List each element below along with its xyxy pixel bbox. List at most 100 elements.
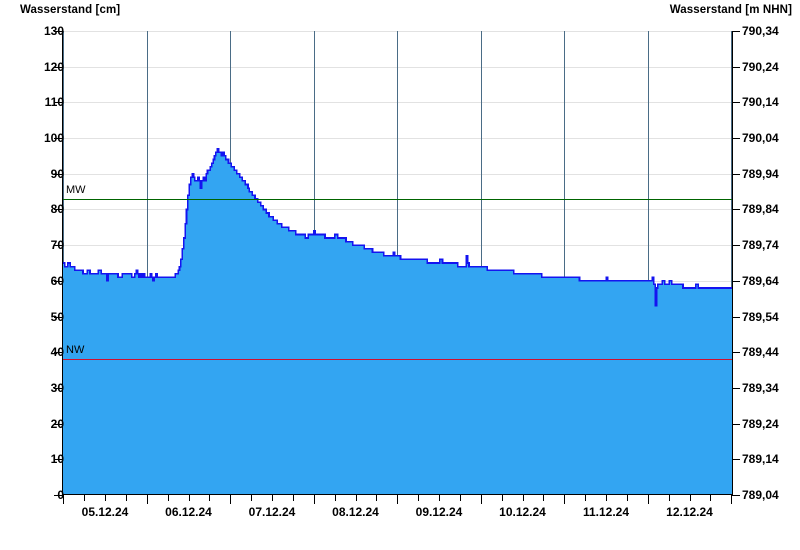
- right-tick-label: 789,54: [742, 309, 779, 324]
- right-tick-label: 790,24: [742, 59, 779, 74]
- x-minor-tick: [543, 495, 545, 501]
- left-tick-label: 60: [50, 273, 64, 288]
- right-tick-label: 789,94: [742, 166, 779, 181]
- left-tick-mark: [54, 423, 62, 425]
- right-tick-mark: [732, 387, 740, 389]
- x-minor-tick: [501, 495, 503, 501]
- x-major-tick: [480, 495, 482, 504]
- x-minor-tick: [376, 495, 378, 501]
- x-axis-label: 10.12.24: [499, 505, 546, 519]
- x-minor-tick: [84, 495, 86, 501]
- x-major-tick: [230, 495, 232, 504]
- x-minor-tick: [251, 495, 253, 501]
- x-minor-tick: [188, 495, 190, 501]
- x-axis-label: 06.12.24: [165, 505, 212, 519]
- right-tick-label: 789,34: [742, 380, 779, 395]
- right-axis-line: [732, 31, 733, 495]
- x-minor-tick: [439, 495, 440, 501]
- x-major-tick: [146, 495, 148, 504]
- right-tick-mark: [732, 316, 740, 318]
- left-tick-mark: [54, 316, 62, 318]
- reference-line-mw: [62, 198, 732, 200]
- left-tick-mark: [54, 102, 62, 104]
- reference-label-mw: MW: [66, 183, 86, 196]
- right-tick-mark: [732, 31, 740, 32]
- left-tick-label: 90: [50, 166, 64, 181]
- x-axis-label: 12.12.24: [666, 505, 713, 519]
- left-tick-label: 80: [50, 202, 64, 217]
- right-tick-mark: [732, 66, 740, 68]
- x-minor-tick: [292, 495, 294, 501]
- right-tick-mark: [732, 495, 740, 496]
- right-tick-label: 789,14: [742, 452, 779, 467]
- x-major-tick: [397, 495, 399, 504]
- left-tick-label: 130: [43, 24, 64, 38]
- x-minor-tick: [689, 495, 691, 501]
- x-major-tick: [564, 495, 566, 504]
- day-gridline: [647, 31, 649, 495]
- water-level-series: [62, 147, 732, 495]
- right-tick-mark: [732, 423, 740, 425]
- day-gridline: [146, 31, 148, 495]
- right-tick-label: 789,24: [742, 416, 779, 431]
- x-minor-tick: [418, 495, 420, 501]
- right-tick-label: 790,14: [742, 95, 779, 110]
- right-tick-label: 790,04: [742, 131, 779, 146]
- right-tick-label: 789,84: [742, 202, 779, 217]
- left-axis-title: Wasserstand [cm]: [20, 4, 121, 16]
- left-tick-mark: [54, 459, 62, 461]
- left-tick-mark: [54, 495, 62, 496]
- left-tick-label: 120: [43, 59, 64, 74]
- x-major-tick: [63, 495, 65, 504]
- left-tick-label: 40: [50, 345, 64, 360]
- left-tick-label: 20: [50, 416, 64, 431]
- left-tick-label: 30: [50, 380, 64, 395]
- right-tick-mark: [732, 352, 740, 354]
- right-tick-label: 789,74: [742, 238, 779, 253]
- x-axis-label: 11.12.24: [582, 505, 630, 519]
- series-line: [62, 147, 732, 307]
- reference-lines: MW NW: [62, 31, 732, 495]
- reference-line-nw: [62, 359, 732, 361]
- right-tick-label: 789,44: [742, 345, 779, 360]
- x-minor-tick: [668, 495, 670, 501]
- left-tick-mark: [54, 209, 62, 211]
- x-minor-tick: [167, 495, 169, 501]
- horizontal-gridline: [62, 102, 732, 104]
- x-axis-label: 05.12.24: [81, 505, 129, 519]
- horizontal-gridline: [62, 173, 732, 175]
- right-tick-label: 790,34: [742, 24, 779, 38]
- reference-label-nw: NW: [66, 344, 85, 357]
- left-tick-mark: [54, 245, 62, 247]
- left-tick-mark: [54, 31, 62, 32]
- left-tick-mark: [54, 352, 62, 354]
- right-tick-mark: [732, 459, 740, 461]
- x-axis-label: 09.12.24: [415, 505, 463, 519]
- x-minor-tick: [585, 495, 587, 501]
- x-major-tick: [647, 495, 649, 504]
- horizontal-gridline: [62, 209, 732, 211]
- right-tick-label: 789,64: [742, 273, 779, 288]
- right-tick-mark: [732, 280, 740, 282]
- x-axis-label: 07.12.24: [248, 505, 296, 519]
- left-tick-mark: [54, 280, 62, 282]
- x-minor-tick: [626, 495, 628, 501]
- day-gridline: [480, 31, 482, 495]
- left-tick-label: 50: [50, 309, 64, 324]
- horizontal-gridline: [62, 245, 732, 247]
- left-tick-label: 0: [57, 488, 64, 502]
- x-minor-tick: [105, 495, 106, 501]
- horizontal-gridline: [62, 31, 732, 32]
- x-minor-tick: [209, 495, 211, 501]
- x-minor-tick: [334, 495, 336, 501]
- x-axis-label: 08.12.24: [332, 505, 379, 519]
- left-tick-label: 10: [50, 452, 64, 467]
- left-tick-mark: [54, 66, 62, 68]
- right-tick-mark: [732, 173, 740, 175]
- left-tick-label: 110: [44, 95, 64, 110]
- right-axis-title: Wasserstand [m NHN]: [669, 4, 792, 16]
- right-tick-mark: [732, 209, 740, 211]
- x-minor-tick: [710, 495, 712, 501]
- left-tick-mark: [54, 387, 62, 389]
